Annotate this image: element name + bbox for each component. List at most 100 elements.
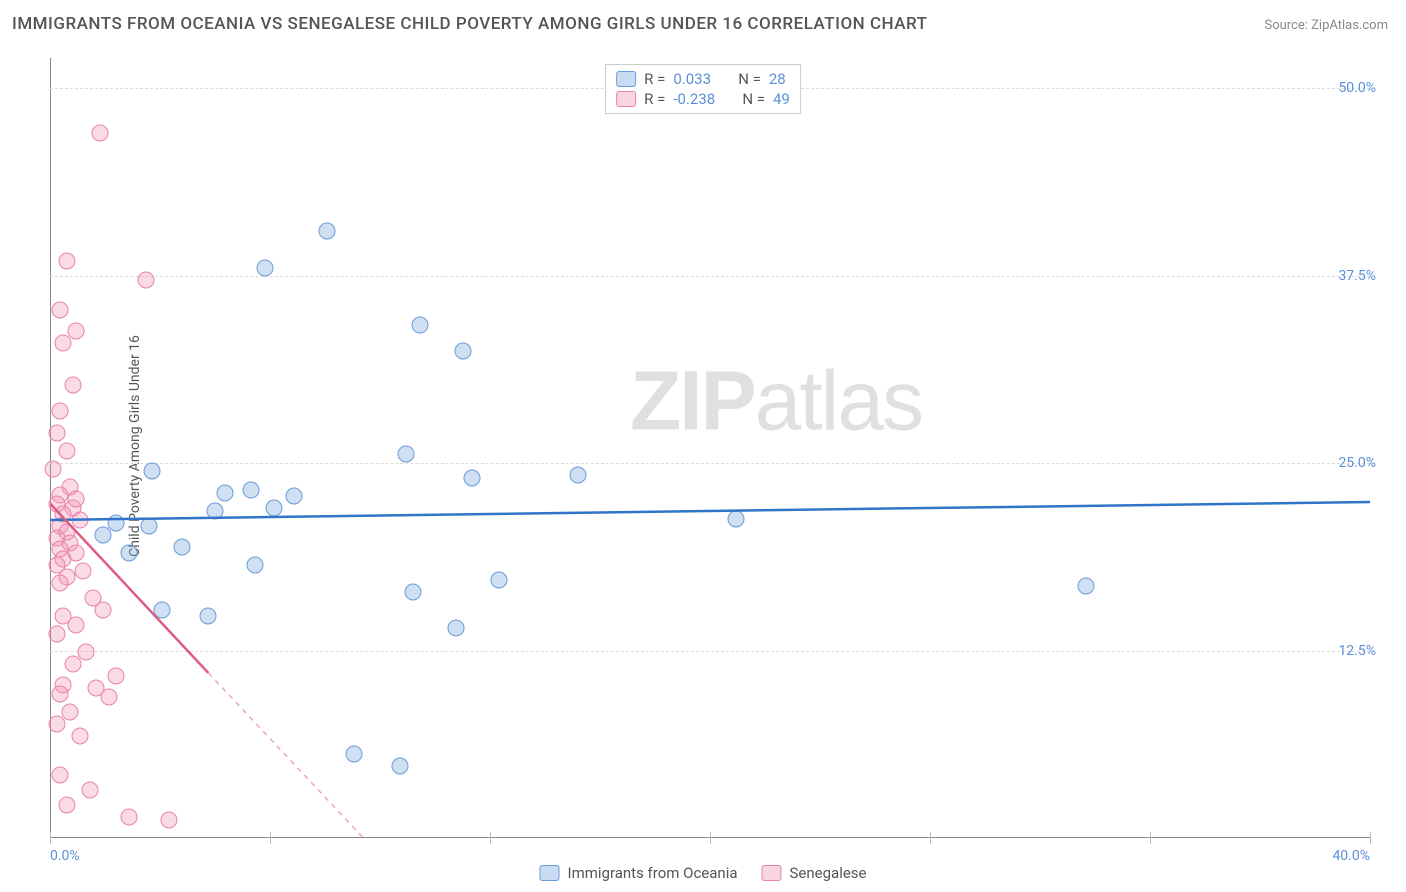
- data-point: [65, 377, 82, 394]
- data-point: [68, 323, 85, 340]
- data-point: [391, 758, 408, 775]
- data-point: [65, 656, 82, 673]
- legend-item: Senegalese: [762, 864, 867, 882]
- legend-swatch: [616, 91, 636, 107]
- x-tick: [710, 832, 711, 844]
- watermark-bold: ZIP: [630, 354, 755, 448]
- data-point: [570, 467, 587, 484]
- data-point: [154, 602, 171, 619]
- source-attribution: Source: ZipAtlas.com: [1264, 18, 1388, 33]
- data-point: [81, 782, 98, 799]
- y-tick-label: 12.5%: [1338, 643, 1376, 659]
- x-tick: [1150, 832, 1151, 844]
- legend-swatch: [762, 865, 782, 881]
- x-tick: [930, 832, 931, 844]
- data-point: [58, 252, 75, 269]
- y-tick-label: 25.0%: [1338, 455, 1376, 471]
- data-point: [160, 812, 177, 829]
- data-point: [137, 272, 154, 289]
- data-point: [464, 470, 481, 487]
- legend-row: R = -0.238 N = 49: [616, 89, 790, 109]
- data-point: [405, 584, 422, 601]
- watermark: ZIPatlas: [630, 353, 922, 450]
- data-point: [246, 557, 263, 574]
- data-point: [243, 482, 260, 499]
- x-tick-label: 0.0%: [50, 848, 80, 864]
- x-tick: [50, 832, 51, 844]
- gridline: [50, 276, 1370, 277]
- data-point: [75, 563, 92, 580]
- y-tick-label: 50.0%: [1338, 80, 1376, 96]
- n-label: N =: [742, 90, 765, 108]
- data-point: [68, 491, 85, 508]
- data-point: [58, 797, 75, 814]
- data-point: [121, 809, 138, 826]
- data-point: [141, 518, 158, 535]
- data-point: [174, 539, 191, 556]
- data-point: [48, 425, 65, 442]
- data-point: [58, 443, 75, 460]
- data-point: [71, 512, 88, 529]
- data-point: [71, 728, 88, 745]
- data-point: [48, 626, 65, 643]
- legend-swatch: [616, 71, 636, 87]
- data-point: [101, 689, 118, 706]
- data-point: [345, 746, 362, 763]
- data-point: [48, 716, 65, 733]
- legend-item: Immigrants from Oceania: [539, 864, 737, 882]
- r-label: R =: [644, 90, 665, 108]
- data-point: [94, 602, 111, 619]
- data-point: [121, 545, 138, 562]
- data-point: [490, 572, 507, 589]
- data-point: [51, 686, 68, 703]
- data-point: [78, 644, 95, 661]
- data-point: [51, 302, 68, 319]
- n-label: N =: [738, 70, 761, 88]
- chart-container: IMMIGRANTS FROM OCEANIA VS SENEGALESE CH…: [0, 0, 1406, 892]
- data-point: [447, 620, 464, 637]
- data-point: [55, 335, 72, 352]
- data-point: [256, 260, 273, 277]
- data-point: [108, 515, 125, 532]
- x-tick: [1370, 832, 1371, 844]
- data-point: [144, 462, 161, 479]
- data-point: [216, 485, 233, 502]
- data-point: [398, 446, 415, 463]
- data-point: [51, 402, 68, 419]
- y-tick-label: 37.5%: [1338, 268, 1376, 284]
- data-point: [94, 527, 111, 544]
- x-tick-label: 40.0%: [1332, 848, 1370, 864]
- legend-row: R = 0.033 N = 28: [616, 69, 790, 89]
- legend-label: Senegalese: [790, 864, 867, 882]
- data-point: [200, 608, 217, 625]
- data-point: [51, 575, 68, 592]
- data-point: [286, 488, 303, 505]
- chart-title: IMMIGRANTS FROM OCEANIA VS SENEGALESE CH…: [12, 14, 928, 34]
- legend-label: Immigrants from Oceania: [567, 864, 737, 882]
- gridline: [50, 651, 1370, 652]
- data-point: [1078, 578, 1095, 595]
- data-point: [45, 461, 62, 478]
- data-point: [91, 125, 108, 142]
- data-point: [68, 617, 85, 634]
- r-label: R =: [644, 70, 665, 88]
- data-point: [319, 222, 336, 239]
- data-point: [454, 342, 471, 359]
- n-value: 28: [769, 70, 786, 88]
- data-point: [266, 500, 283, 517]
- data-point: [411, 317, 428, 334]
- plot-area: ZIPatlas 12.5%25.0%37.5%50.0%0.0%40.0%: [50, 58, 1370, 838]
- r-value: -0.238: [673, 90, 715, 108]
- series-legend: Immigrants from Oceania Senegalese: [539, 864, 866, 882]
- trend-line-extrapolated: [208, 673, 363, 838]
- correlation-legend: R = 0.033 N = 28R = -0.238 N = 49: [605, 64, 801, 114]
- watermark-light: atlas: [755, 354, 922, 448]
- data-point: [61, 704, 78, 721]
- trend-line: [50, 502, 1370, 520]
- data-point: [108, 668, 125, 685]
- trendlines-svg: [50, 58, 1370, 838]
- legend-swatch: [539, 865, 559, 881]
- x-tick: [490, 832, 491, 844]
- data-point: [728, 510, 745, 527]
- n-value: 49: [773, 90, 790, 108]
